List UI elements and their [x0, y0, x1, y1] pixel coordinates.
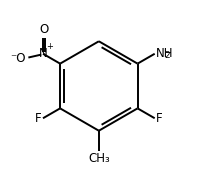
Text: +: +: [46, 42, 53, 51]
Text: CH₃: CH₃: [88, 152, 110, 165]
Text: F: F: [156, 112, 163, 125]
Text: O: O: [39, 23, 49, 36]
Text: 2: 2: [164, 51, 170, 61]
Text: NH: NH: [156, 47, 173, 60]
Text: ⁻O: ⁻O: [10, 52, 26, 64]
Text: N: N: [39, 47, 48, 60]
Text: F: F: [35, 112, 42, 125]
